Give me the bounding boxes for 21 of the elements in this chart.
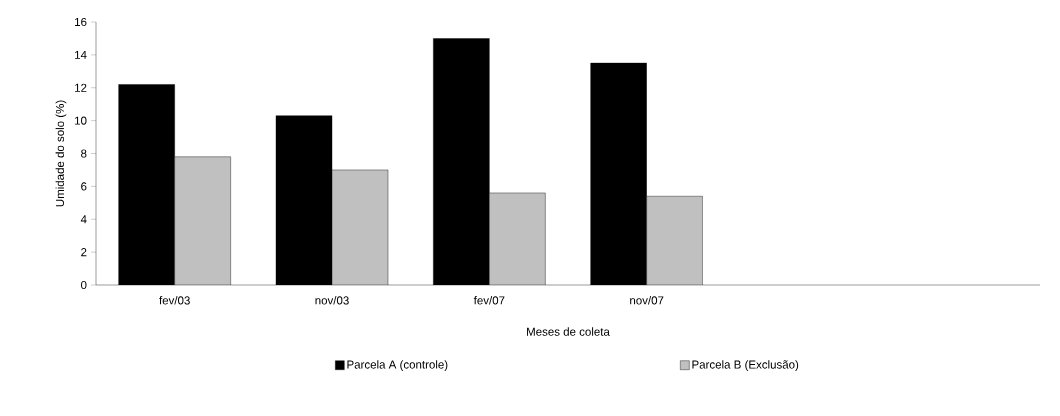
y-tick-label: 4 bbox=[80, 215, 87, 224]
x-tick-label: fev/03 bbox=[159, 296, 190, 305]
bar bbox=[646, 196, 703, 285]
y-tick-label: 12 bbox=[75, 83, 87, 92]
x-tick-label: fev/07 bbox=[473, 296, 505, 305]
legend-label: Parcela A (controle) bbox=[347, 360, 448, 371]
bar bbox=[332, 169, 388, 285]
y-tick-label: 14 bbox=[75, 50, 87, 59]
legend-label: Parcela B (Exclusão) bbox=[692, 360, 799, 371]
y-tick-label: 10 bbox=[75, 116, 87, 125]
x-tick-label: nov/03 bbox=[315, 296, 349, 305]
x-axis-title: Meses de coleta bbox=[527, 327, 610, 336]
bar bbox=[489, 192, 546, 285]
y-tick-label: 0 bbox=[81, 280, 87, 290]
y-tick-label: 16 bbox=[75, 17, 87, 27]
y-axis-title: Umidade do solo (%) bbox=[55, 100, 67, 207]
y-tick-label: 2 bbox=[81, 248, 87, 257]
bar bbox=[174, 156, 231, 285]
x-tick-label: nov/07 bbox=[630, 296, 664, 305]
y-tick-label: 8 bbox=[81, 149, 87, 158]
y-tick-label: 6 bbox=[81, 182, 87, 191]
